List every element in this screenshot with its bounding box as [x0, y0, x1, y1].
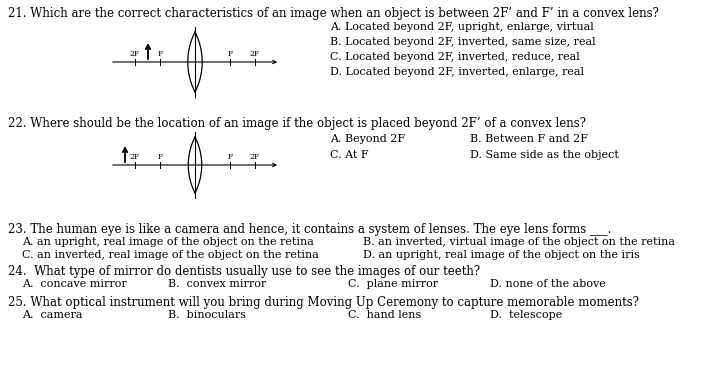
Text: 25. What optical instrument will you bring during Moving Up Ceremony to capture : 25. What optical instrument will you bri… [8, 296, 639, 309]
Text: D. Located beyond 2F, inverted, enlarge, real: D. Located beyond 2F, inverted, enlarge,… [330, 67, 584, 77]
Text: B. Located beyond 2F, inverted, same size, real: B. Located beyond 2F, inverted, same siz… [330, 37, 596, 47]
Text: 23. The human eye is like a camera and hence, it contains a system of lenses. Th: 23. The human eye is like a camera and h… [8, 223, 611, 236]
Text: F: F [158, 50, 163, 58]
Text: A. Beyond 2F: A. Beyond 2F [330, 134, 405, 144]
Text: C. At F: C. At F [330, 150, 368, 160]
Text: 24.  What type of mirror do dentists usually use to see the images of our teeth?: 24. What type of mirror do dentists usua… [8, 265, 480, 278]
Text: F: F [158, 153, 163, 161]
Text: B. Between F and 2F: B. Between F and 2F [470, 134, 588, 144]
Text: D. an upright, real image of the object on the iris: D. an upright, real image of the object … [363, 250, 640, 260]
Text: B.  binoculars: B. binoculars [168, 310, 246, 320]
Text: D. Same side as the object: D. Same side as the object [470, 150, 619, 160]
Text: A.  concave mirror: A. concave mirror [22, 279, 127, 289]
Text: 2F: 2F [130, 153, 140, 161]
Text: 2F: 2F [250, 153, 260, 161]
Text: A. an upright, real image of the object on the retina: A. an upright, real image of the object … [22, 237, 314, 247]
Text: D. none of the above: D. none of the above [490, 279, 606, 289]
Text: F: F [227, 153, 233, 161]
Text: B. an inverted, virtual image of the object on the retina: B. an inverted, virtual image of the obj… [363, 237, 675, 247]
Text: 21. Which are the correct characteristics of an image when an object is between : 21. Which are the correct characteristic… [8, 7, 659, 20]
Text: C. an inverted, real image of the object on the retina: C. an inverted, real image of the object… [22, 250, 319, 260]
Text: 2F: 2F [130, 50, 140, 58]
Text: C. Located beyond 2F, inverted, reduce, real: C. Located beyond 2F, inverted, reduce, … [330, 52, 580, 62]
Text: D.  telescope: D. telescope [490, 310, 562, 320]
Text: C.  plane mirror: C. plane mirror [348, 279, 438, 289]
Text: C.  hand lens: C. hand lens [348, 310, 421, 320]
Text: A. Located beyond 2F, upright, enlarge, virtual: A. Located beyond 2F, upright, enlarge, … [330, 22, 594, 32]
Text: A.  camera: A. camera [22, 310, 82, 320]
Text: 22. Where should be the location of an image if the object is placed beyond 2F’ : 22. Where should be the location of an i… [8, 117, 586, 130]
Text: F: F [227, 50, 233, 58]
Text: B.  convex mirror: B. convex mirror [168, 279, 266, 289]
Text: 2F: 2F [250, 50, 260, 58]
